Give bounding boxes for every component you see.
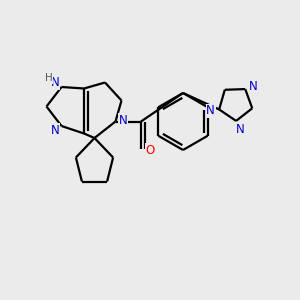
Text: O: O xyxy=(146,143,154,157)
Text: N: N xyxy=(236,123,245,136)
Text: N: N xyxy=(50,124,59,137)
Text: N: N xyxy=(118,113,127,127)
Text: N: N xyxy=(51,76,60,89)
Text: N: N xyxy=(249,80,258,93)
Text: N: N xyxy=(206,104,215,118)
Text: H: H xyxy=(45,73,53,83)
